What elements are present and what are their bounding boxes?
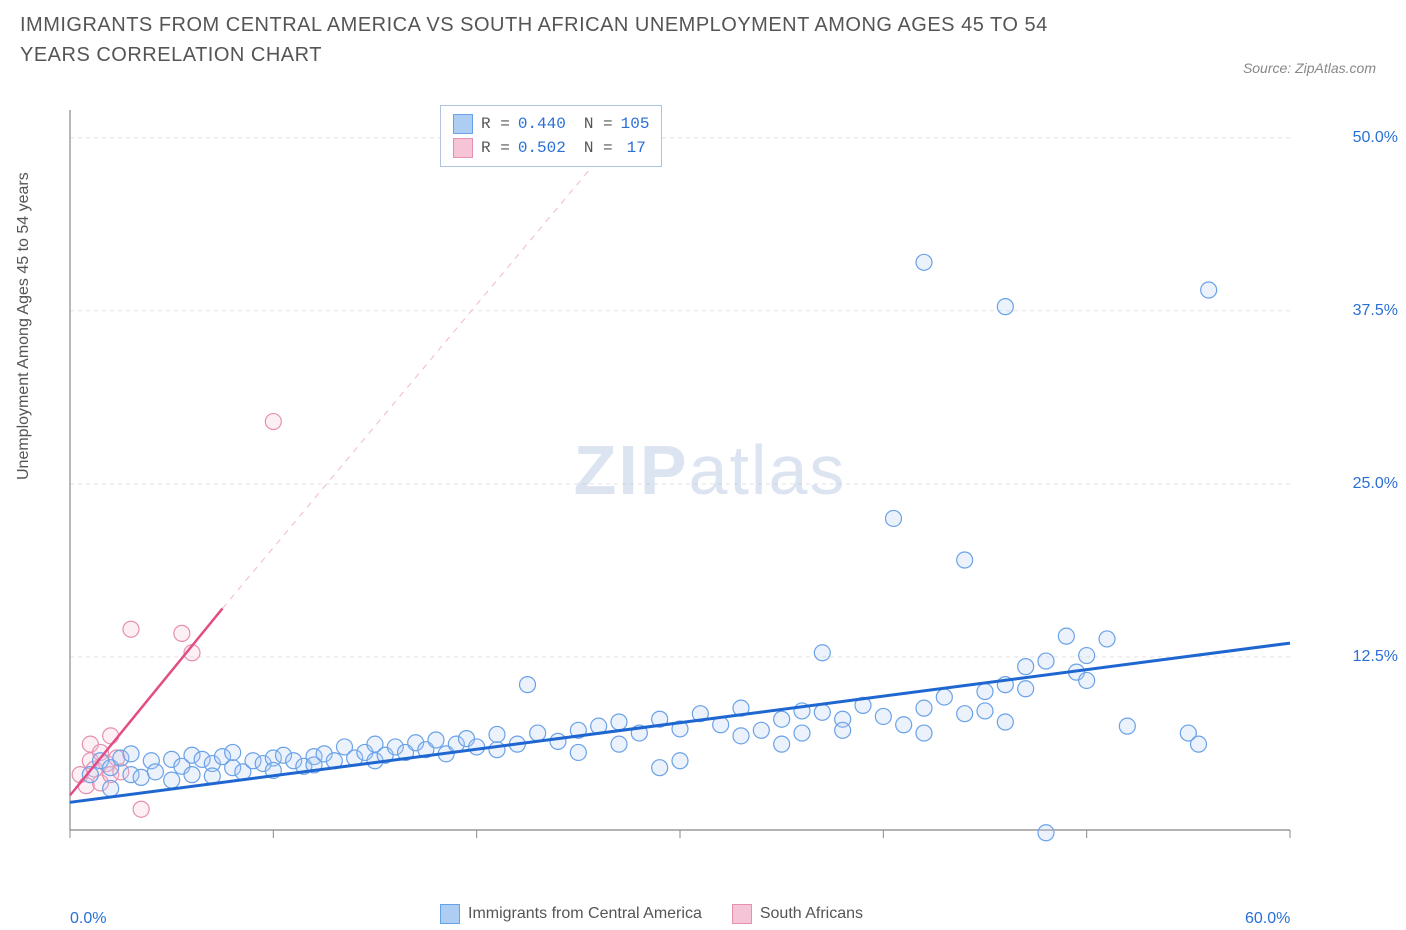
plot-area: ZIPatlas xyxy=(60,100,1360,870)
legend-swatch-pink xyxy=(453,138,473,158)
y-tick-label: 37.5% xyxy=(1353,302,1398,320)
legend-n-value-1: 105 xyxy=(621,115,650,133)
source-attribution: Source: ZipAtlas.com xyxy=(1243,60,1376,76)
legend-swatch-blue xyxy=(440,904,460,924)
legend-n-label: N = xyxy=(584,139,613,157)
legend-row-series1: R = 0.440 N = 105 xyxy=(453,112,649,136)
y-axis-label: Unemployment Among Ages 45 to 54 years xyxy=(15,172,33,480)
y-tick-label: 50.0% xyxy=(1353,129,1398,147)
y-tick-label: 12.5% xyxy=(1353,648,1398,666)
legend-r-value-1: 0.440 xyxy=(518,115,566,133)
series-item-2: South Africans xyxy=(732,904,863,924)
legend-row-series2: R = 0.502 N = 17 xyxy=(453,136,649,160)
series-item-1: Immigrants from Central America xyxy=(440,904,702,924)
legend-r-label: R = xyxy=(481,115,510,133)
legend-swatch-pink xyxy=(732,904,752,924)
series-label-1: Immigrants from Central America xyxy=(468,905,702,923)
series-label-2: South Africans xyxy=(760,905,863,923)
x-tick-label: 0.0% xyxy=(70,910,106,928)
legend-swatch-blue xyxy=(453,114,473,134)
legend-n-label: N = xyxy=(584,115,613,133)
legend-r-value-2: 0.502 xyxy=(518,139,566,157)
chart-title: IMMIGRANTS FROM CENTRAL AMERICA VS SOUTH… xyxy=(20,10,1120,70)
series-legend: Immigrants from Central America South Af… xyxy=(440,904,863,924)
legend-r-label: R = xyxy=(481,139,510,157)
correlation-legend: R = 0.440 N = 105 R = 0.502 N = 17 xyxy=(440,105,662,167)
y-tick-label: 25.0% xyxy=(1353,475,1398,493)
x-tick-label: 60.0% xyxy=(1245,910,1290,928)
legend-n-value-2: 17 xyxy=(627,139,646,157)
scatter-chart xyxy=(60,100,1360,870)
